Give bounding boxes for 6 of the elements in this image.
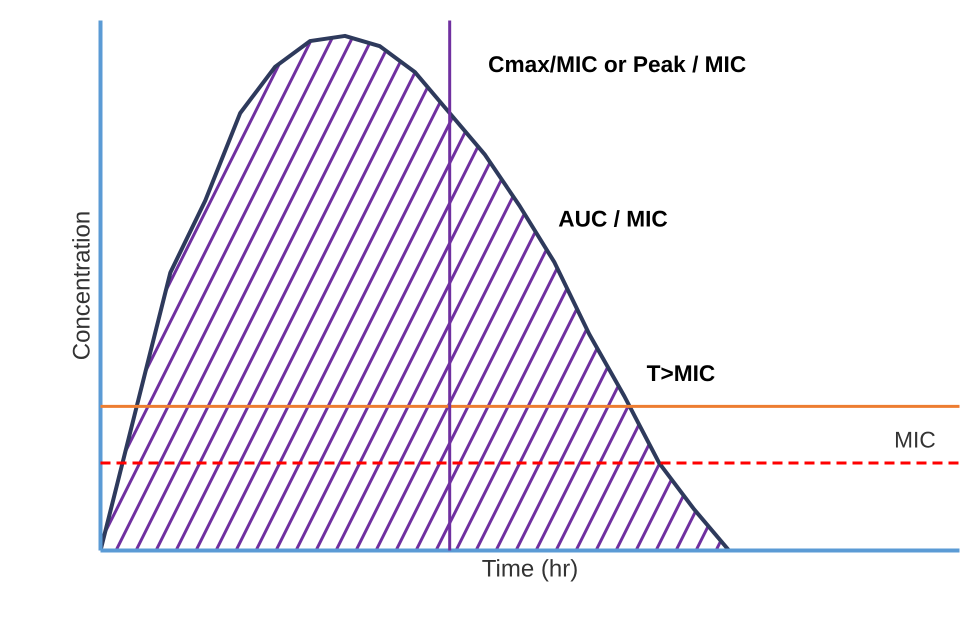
y-axis-title: Concentration <box>68 210 96 360</box>
x-axis-title: Time (hr) <box>482 556 578 582</box>
annotation: Cmax/MIC or Peak / MIC <box>488 51 746 78</box>
ref-line-label: MIC <box>894 426 936 453</box>
annotation: AUC / MIC <box>558 205 668 232</box>
ref-line-label: T>MIC <box>646 360 716 386</box>
